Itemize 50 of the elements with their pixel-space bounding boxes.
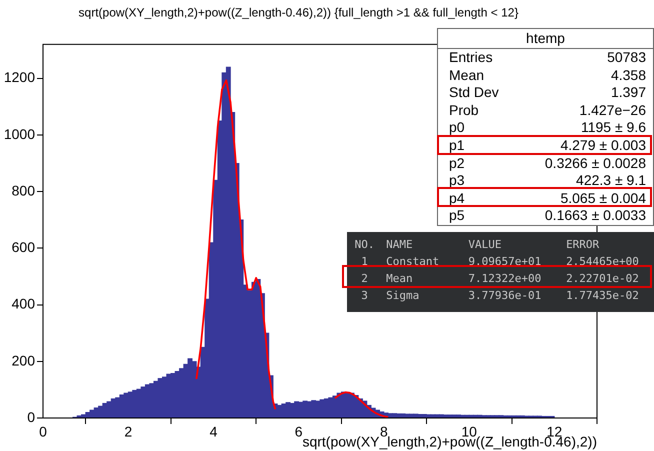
annotation: 422.3 ± 9.1 bbox=[576, 172, 646, 190]
annotation: 4.279 ± 0.003 bbox=[560, 136, 646, 155]
annotation: Entries bbox=[449, 49, 493, 67]
y-tick-label: 800 bbox=[12, 182, 36, 198]
annotation: 1.427e−26 bbox=[579, 102, 646, 120]
annotation: p0 bbox=[449, 119, 465, 137]
text: 4.358 bbox=[610, 66, 646, 84]
annotation: Sigma bbox=[385, 288, 420, 304]
text: 1.397 bbox=[610, 84, 646, 102]
x-tick-label: 10 bbox=[461, 423, 478, 440]
annotation: 5.065 ± 0.004 bbox=[560, 190, 646, 208]
y-tick-label: 1200 bbox=[4, 69, 36, 86]
annotation: ERROR bbox=[566, 237, 600, 253]
y-tick-label: 0 bbox=[27, 408, 36, 425]
annotation: p5 bbox=[449, 207, 465, 225]
annotation: Mean bbox=[449, 66, 484, 84]
x-tick-label: 6 bbox=[294, 423, 303, 440]
annotation: 1 bbox=[360, 254, 369, 270]
annotation: 7.12322e+00 bbox=[467, 271, 542, 287]
y-tick-label: 200 bbox=[12, 352, 36, 368]
annotation: 2.54465e+00 bbox=[566, 254, 640, 270]
annotation: htemp bbox=[438, 29, 653, 49]
annotation: p3 bbox=[449, 172, 465, 190]
annotation: VALUE bbox=[467, 237, 502, 253]
annotation: 2.22701e-02 bbox=[566, 271, 640, 287]
text: 50783 bbox=[607, 49, 646, 67]
annotation: 9.09657e+01 bbox=[467, 254, 542, 270]
annotation: Std Dev bbox=[449, 84, 499, 102]
annotation: 0.3266 ± 0.0028 bbox=[544, 154, 646, 172]
annotation: p4 bbox=[449, 190, 465, 208]
annotation: NAME bbox=[385, 237, 414, 253]
x-tick-label: 4 bbox=[210, 423, 218, 440]
x-tick-label: 0 bbox=[39, 423, 48, 440]
annotation: 1195 ± 9.6 bbox=[580, 119, 646, 137]
x-tick-label: 2 bbox=[124, 423, 132, 440]
y-tick-label: 400 bbox=[12, 296, 36, 312]
chart-title: sqrt(pow(XY_length,2)+pow((Z_length-0.46),2)) {full_length >1 && full_length < 12} bbox=[78, 6, 518, 20]
annotation: 3.77936e-01 bbox=[467, 288, 542, 304]
annotation: p2 bbox=[449, 154, 465, 172]
y-tick-label: 600 bbox=[12, 239, 36, 256]
annotation: p1 bbox=[449, 136, 465, 155]
annotation: 0.1663 ± 0.0033 bbox=[544, 207, 646, 225]
annotation: 2 bbox=[360, 271, 369, 287]
annotation: 1.77435e-02 bbox=[566, 288, 640, 304]
annotation: Mean bbox=[385, 271, 414, 287]
annotation: 3 bbox=[360, 288, 369, 304]
annotation: Prob bbox=[449, 102, 479, 120]
annotation: NO. bbox=[354, 237, 376, 253]
y-tick-label: 1000 bbox=[4, 126, 36, 142]
annotation: Constant bbox=[385, 254, 440, 270]
